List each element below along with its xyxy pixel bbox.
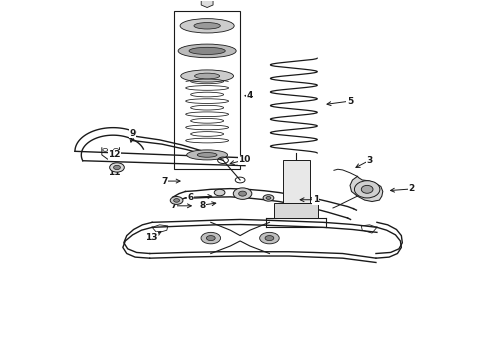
- Text: 2: 2: [408, 184, 414, 193]
- Ellipse shape: [206, 235, 215, 240]
- Text: 6: 6: [187, 193, 194, 202]
- Ellipse shape: [187, 150, 227, 160]
- Text: 4: 4: [246, 91, 253, 100]
- Ellipse shape: [201, 232, 220, 244]
- Text: 3: 3: [367, 156, 373, 165]
- Text: 8: 8: [199, 201, 206, 210]
- Ellipse shape: [239, 191, 246, 196]
- Ellipse shape: [170, 197, 183, 204]
- Text: 11: 11: [108, 168, 121, 177]
- Ellipse shape: [233, 188, 252, 199]
- Bar: [274, 203, 318, 218]
- Ellipse shape: [197, 153, 217, 157]
- Text: 5: 5: [347, 96, 353, 105]
- Ellipse shape: [173, 199, 179, 202]
- Ellipse shape: [195, 73, 220, 79]
- Ellipse shape: [354, 181, 380, 198]
- Ellipse shape: [110, 163, 124, 172]
- Ellipse shape: [178, 44, 236, 58]
- Text: 7: 7: [161, 176, 168, 185]
- Ellipse shape: [114, 165, 121, 170]
- Ellipse shape: [361, 185, 373, 193]
- Ellipse shape: [180, 19, 234, 33]
- Bar: [174, 12, 240, 169]
- Bar: [283, 160, 310, 203]
- Text: 10: 10: [238, 156, 251, 165]
- Text: 1: 1: [313, 195, 319, 204]
- Ellipse shape: [260, 232, 279, 244]
- Text: 7: 7: [171, 201, 177, 210]
- Text: 9: 9: [129, 129, 136, 138]
- Ellipse shape: [265, 235, 274, 240]
- Ellipse shape: [263, 195, 274, 201]
- Ellipse shape: [181, 70, 234, 82]
- Ellipse shape: [214, 189, 225, 196]
- Ellipse shape: [194, 23, 221, 29]
- Ellipse shape: [266, 197, 271, 199]
- Text: 12: 12: [108, 150, 121, 159]
- Polygon shape: [350, 176, 383, 202]
- Ellipse shape: [189, 47, 225, 54]
- Text: 13: 13: [145, 233, 157, 242]
